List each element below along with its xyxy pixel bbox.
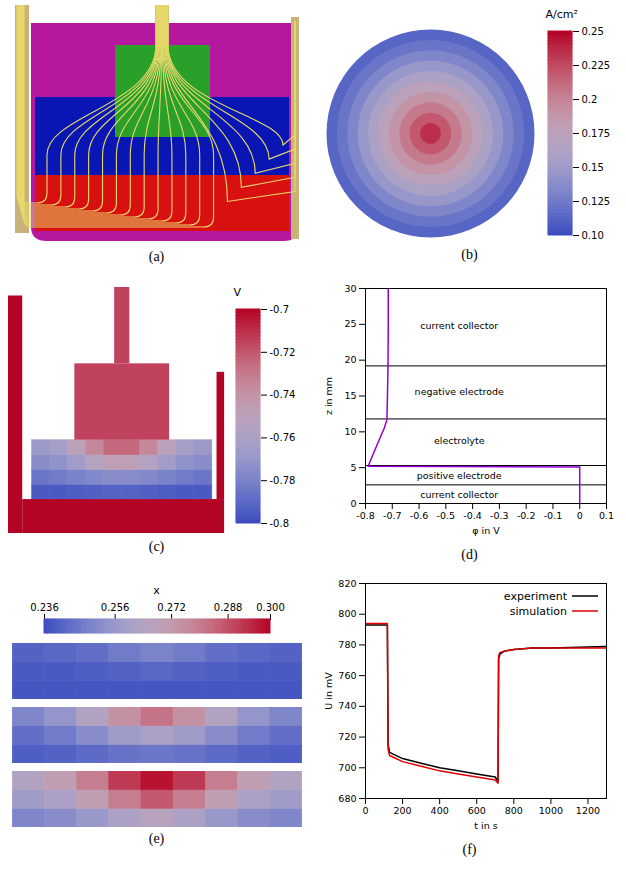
- html-text:simulation: simulation: [509, 604, 567, 618]
- svg-text:800: 800: [338, 608, 356, 619]
- svg-text:0.272: 0.272: [157, 602, 186, 613]
- svg-text:0.125: 0.125: [581, 196, 610, 207]
- svg-text:0: 0: [350, 497, 356, 508]
- svg-text:720: 720: [338, 731, 356, 742]
- svg-text:0: 0: [577, 510, 583, 521]
- svg-text:-0.78: -0.78: [269, 475, 295, 486]
- svg-text:0.225: 0.225: [581, 60, 610, 71]
- svg-text:0.175: 0.175: [581, 128, 610, 139]
- svg-text:800: 800: [505, 805, 523, 816]
- html-text:x: x: [153, 584, 160, 597]
- svg-text:φ in V: φ in V: [472, 524, 500, 535]
- svg-text:25: 25: [344, 318, 356, 329]
- svg-text:680: 680: [338, 792, 356, 803]
- svg-text:-0.7: -0.7: [269, 304, 289, 315]
- svg-text:10: 10: [344, 425, 356, 436]
- svg-text:0.25: 0.25: [581, 26, 603, 37]
- svg-text:30: 30: [344, 282, 356, 293]
- svg-text:-0.2: -0.2: [517, 510, 536, 521]
- svg-text:0.300: 0.300: [256, 602, 285, 613]
- svg-text:negative electrode: negative electrode: [415, 386, 504, 397]
- svg-text:0.288: 0.288: [213, 602, 242, 613]
- svg-text:-0.8: -0.8: [269, 518, 289, 529]
- svg-text:U in mV: U in mV: [323, 671, 334, 709]
- svg-text:1000: 1000: [539, 805, 563, 816]
- html-text:(b): (b): [461, 247, 478, 262]
- svg-text:-0.72: -0.72: [269, 347, 295, 358]
- svg-text:0.2: 0.2: [581, 94, 597, 105]
- svg-text:current collector: current collector: [420, 488, 498, 499]
- svg-text:0: 0: [362, 805, 368, 816]
- svg-text:0.10: 0.10: [581, 230, 603, 241]
- svg-text:700: 700: [338, 761, 356, 772]
- svg-text:-0.5: -0.5: [437, 510, 456, 521]
- svg-text:0.256: 0.256: [100, 602, 129, 613]
- svg-text:-0.74: -0.74: [269, 389, 295, 400]
- svg-text:current collector: current collector: [420, 319, 498, 330]
- svg-text:740: 740: [338, 700, 356, 711]
- svg-text:t in s: t in s: [474, 819, 497, 830]
- html-text:A/cm²: A/cm²: [545, 8, 578, 21]
- html-text:V: V: [233, 286, 241, 299]
- svg-text:-0.6: -0.6: [410, 510, 429, 521]
- svg-text:5: 5: [350, 461, 356, 472]
- svg-text:-0.8: -0.8: [356, 510, 375, 521]
- svg-text:15: 15: [344, 390, 356, 401]
- html-text:(f): (f): [462, 841, 477, 857]
- svg-text:-0.1: -0.1: [544, 510, 563, 521]
- html-text:(c): (c): [148, 539, 165, 554]
- svg-text:electrolyte: electrolyte: [434, 435, 485, 446]
- svg-text:0.15: 0.15: [581, 162, 603, 173]
- svg-text:400: 400: [431, 805, 449, 816]
- svg-text:20: 20: [344, 354, 356, 365]
- svg-text:780: 780: [338, 638, 356, 649]
- svg-text:z in mm: z in mm: [323, 376, 334, 414]
- svg-text:-0.76: -0.76: [269, 432, 295, 443]
- svg-text:-0.4: -0.4: [463, 510, 482, 521]
- svg-text:820: 820: [338, 577, 356, 588]
- svg-text:200: 200: [394, 805, 412, 816]
- svg-text:-0.3: -0.3: [490, 510, 509, 521]
- svg-text:0.236: 0.236: [30, 602, 59, 613]
- svg-text:760: 760: [338, 669, 356, 680]
- html-text:(a): (a): [148, 249, 165, 264]
- svg-text:1200: 1200: [576, 805, 600, 816]
- html-text:(e): (e): [148, 831, 165, 846]
- svg-text:600: 600: [468, 805, 486, 816]
- html-text:experiment: experiment: [503, 589, 567, 603]
- svg-text:0.1: 0.1: [599, 510, 614, 521]
- html-text:(d): (d): [461, 546, 478, 562]
- svg-text:positive electrode: positive electrode: [417, 469, 502, 480]
- svg-text:-0.7: -0.7: [383, 510, 402, 521]
